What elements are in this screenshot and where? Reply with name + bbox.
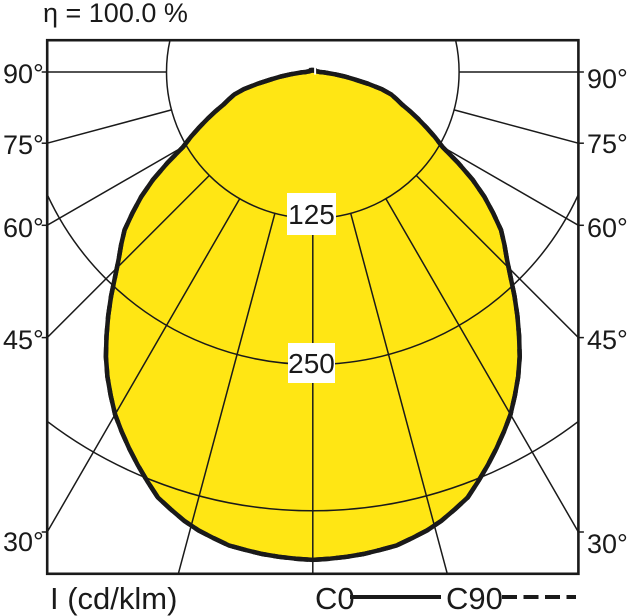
angle-label-left-30: 30° — [3, 527, 44, 557]
curve-apex-notch — [314, 65, 317, 75]
angle-label-left-45: 45° — [3, 325, 44, 355]
legend: I (cd/klm) C0 C90 — [50, 581, 576, 616]
angle-label-right-90: 90° — [587, 64, 628, 94]
ring-label-250-text: 250 — [288, 348, 335, 379]
legend-quantity-label: I (cd/klm) — [50, 581, 177, 616]
efficiency-title: η = 100.0 % — [43, 0, 188, 28]
angle-ray-left-15 — [177, 213, 276, 574]
angle-ray-left-30 — [47, 198, 241, 534]
angle-ray-left-60 — [47, 144, 187, 227]
angle-ray-right-15 — [349, 213, 449, 574]
angle-label-left-60: 60° — [3, 213, 44, 243]
angle-label-right-75: 75° — [587, 129, 628, 159]
angle-label-left-90: 90° — [3, 59, 44, 89]
angle-ray-right-30 — [385, 198, 579, 534]
angle-label-left-75: 75° — [3, 130, 44, 160]
ring-label-125-text: 125 — [288, 199, 335, 230]
angle-ray-left-45 — [47, 174, 210, 339]
angle-label-right-45: 45° — [587, 325, 628, 355]
angle-ticks — [41, 71, 584, 533]
legend-c90-label: C90 — [446, 581, 503, 616]
angle-label-right-60: 60° — [587, 213, 628, 243]
angle-ray-right-75 — [453, 109, 579, 144]
ring-label-125-box — [287, 193, 336, 235]
angle-label-right-30: 30° — [587, 529, 628, 559]
legend-c0-label: C0 — [315, 581, 355, 616]
angle-ray-left-75 — [47, 109, 172, 144]
ring-label-125: 125 — [287, 193, 336, 235]
plot-border — [45, 38, 580, 576]
angle-ray-right-45 — [415, 174, 579, 339]
ring-label-250-box — [288, 343, 335, 383]
ring-label-250: 250 — [288, 343, 335, 383]
angle-ray-right-60 — [439, 144, 579, 227]
